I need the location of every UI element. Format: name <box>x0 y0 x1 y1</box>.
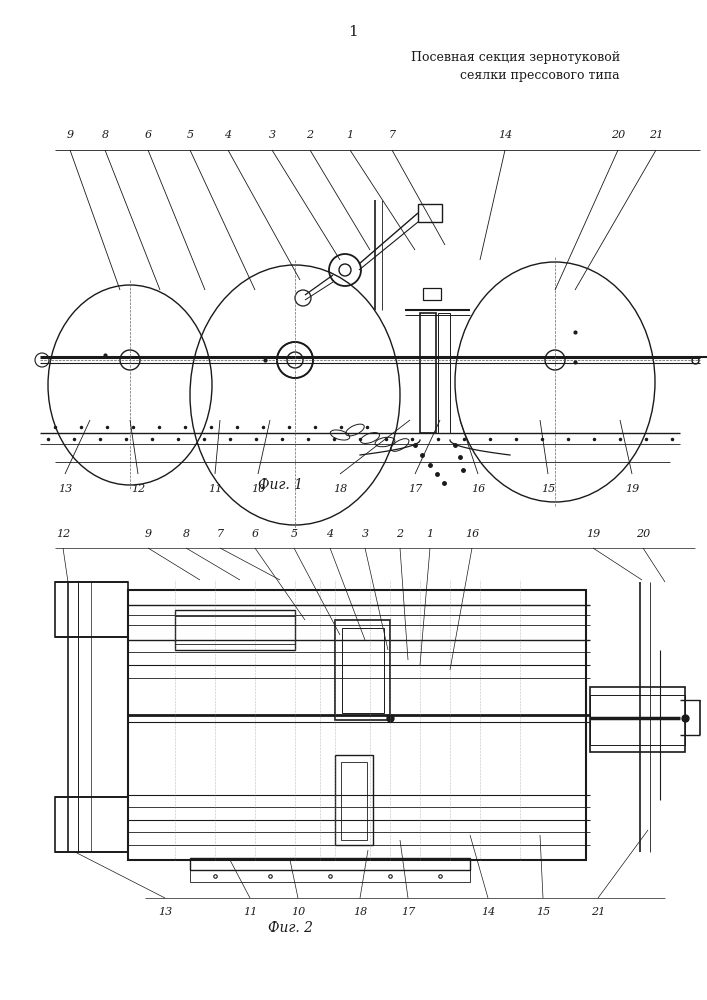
Text: 11: 11 <box>243 907 257 917</box>
Text: 17: 17 <box>408 484 422 494</box>
Bar <box>335 755 373 845</box>
Text: 1: 1 <box>348 25 358 39</box>
Text: 15: 15 <box>536 907 550 917</box>
Text: 7: 7 <box>216 529 223 539</box>
Text: сеялки прессового типа: сеялки прессового типа <box>460 68 620 82</box>
Text: 14: 14 <box>498 130 512 140</box>
Text: 9: 9 <box>144 529 151 539</box>
Text: 9: 9 <box>66 130 74 140</box>
Text: 2: 2 <box>306 130 314 140</box>
Bar <box>341 762 367 840</box>
Text: 13: 13 <box>158 907 172 917</box>
Bar <box>128 590 586 860</box>
Bar <box>190 858 470 870</box>
Bar <box>438 313 450 433</box>
Text: 15: 15 <box>541 484 555 494</box>
Text: 13: 13 <box>58 484 72 494</box>
Text: 17: 17 <box>401 907 415 917</box>
Text: 18: 18 <box>353 907 367 917</box>
Text: 1: 1 <box>346 130 354 140</box>
Text: 1: 1 <box>426 529 433 539</box>
Text: 12: 12 <box>56 529 70 539</box>
Text: 11: 11 <box>208 484 222 494</box>
Bar <box>335 620 390 720</box>
Text: 12: 12 <box>131 484 145 494</box>
Text: 20: 20 <box>611 130 625 140</box>
Text: 5: 5 <box>291 529 298 539</box>
Text: 6: 6 <box>144 130 151 140</box>
Bar <box>175 610 295 650</box>
Bar <box>190 870 470 882</box>
Text: 21: 21 <box>591 907 605 917</box>
Text: 2: 2 <box>397 529 404 539</box>
Bar <box>418 204 442 222</box>
Text: 3: 3 <box>361 529 368 539</box>
Text: 19: 19 <box>586 529 600 539</box>
Text: 5: 5 <box>187 130 194 140</box>
Text: 19: 19 <box>625 484 639 494</box>
Text: 16: 16 <box>471 484 485 494</box>
Text: 10: 10 <box>291 907 305 917</box>
Text: 4: 4 <box>327 529 334 539</box>
Text: Фиг. 2: Фиг. 2 <box>267 921 312 935</box>
Text: Фиг. 1: Фиг. 1 <box>257 478 303 492</box>
Text: Посевная секция зернотуковой: Посевная секция зернотуковой <box>411 51 620 64</box>
Text: 16: 16 <box>465 529 479 539</box>
Text: 21: 21 <box>649 130 663 140</box>
Text: 4: 4 <box>224 130 232 140</box>
Bar <box>55 582 128 637</box>
Text: 18: 18 <box>333 484 347 494</box>
Bar <box>342 628 384 713</box>
Text: 8: 8 <box>182 529 189 539</box>
Bar <box>590 695 685 745</box>
Bar <box>590 687 685 752</box>
Bar <box>175 616 295 644</box>
Bar <box>423 288 441 300</box>
Text: 6: 6 <box>252 529 259 539</box>
Bar <box>55 797 128 852</box>
Text: 3: 3 <box>269 130 276 140</box>
Text: 10: 10 <box>251 484 265 494</box>
Bar <box>420 313 436 433</box>
Text: 8: 8 <box>101 130 109 140</box>
Text: 7: 7 <box>388 130 395 140</box>
Text: 20: 20 <box>636 529 650 539</box>
Text: 14: 14 <box>481 907 495 917</box>
